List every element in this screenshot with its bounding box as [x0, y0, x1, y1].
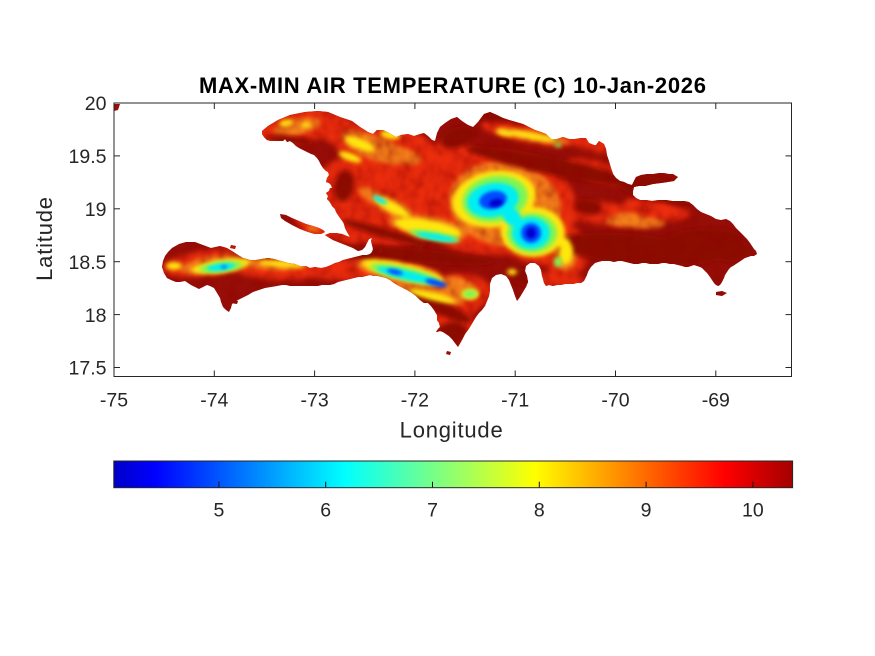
- svg-text:17.5: 17.5: [69, 358, 107, 380]
- svg-text:Latitude: Latitude: [32, 196, 57, 281]
- svg-text:-69: -69: [702, 389, 730, 411]
- svg-text:8: 8: [534, 500, 545, 522]
- svg-text:-71: -71: [501, 389, 529, 411]
- svg-text:-70: -70: [601, 389, 629, 411]
- svg-text:-73: -73: [301, 389, 329, 411]
- svg-text:MAX-MIN AIR TEMPERATURE (C) 10: MAX-MIN AIR TEMPERATURE (C) 10-Jan-2026: [199, 73, 707, 98]
- svg-text:18: 18: [85, 305, 107, 327]
- svg-text:7: 7: [427, 500, 438, 522]
- svg-text:10: 10: [742, 500, 764, 522]
- svg-text:9: 9: [641, 500, 652, 522]
- svg-text:Longitude: Longitude: [400, 417, 504, 442]
- svg-text:-72: -72: [401, 389, 429, 411]
- svg-text:20: 20: [85, 93, 107, 115]
- svg-text:19: 19: [85, 199, 107, 221]
- svg-text:-75: -75: [100, 389, 128, 411]
- svg-text:6: 6: [320, 500, 331, 522]
- svg-text:18.5: 18.5: [69, 252, 107, 274]
- svg-text:5: 5: [213, 500, 224, 522]
- svg-text:-74: -74: [200, 389, 228, 411]
- svg-text:19.5: 19.5: [69, 146, 107, 168]
